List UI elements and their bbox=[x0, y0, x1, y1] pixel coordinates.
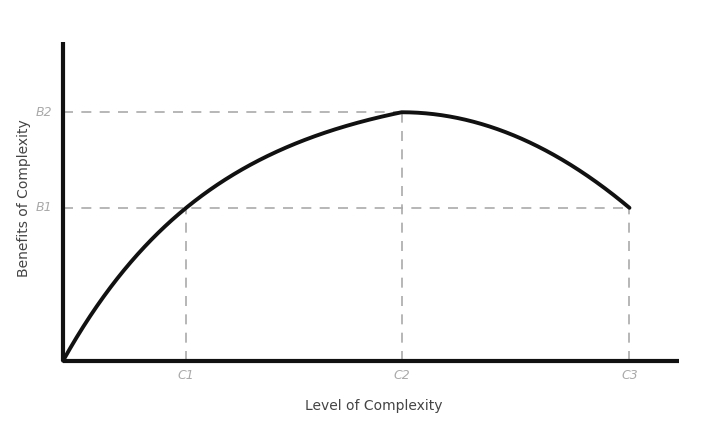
Text: B1: B1 bbox=[35, 201, 52, 214]
Y-axis label: Benefits of Complexity: Benefits of Complexity bbox=[17, 120, 31, 277]
Text: C2: C2 bbox=[393, 369, 410, 382]
X-axis label: Level of Complexity: Level of Complexity bbox=[305, 399, 443, 413]
Text: C3: C3 bbox=[621, 369, 638, 382]
Text: B2: B2 bbox=[35, 106, 52, 119]
Text: C1: C1 bbox=[178, 369, 194, 382]
